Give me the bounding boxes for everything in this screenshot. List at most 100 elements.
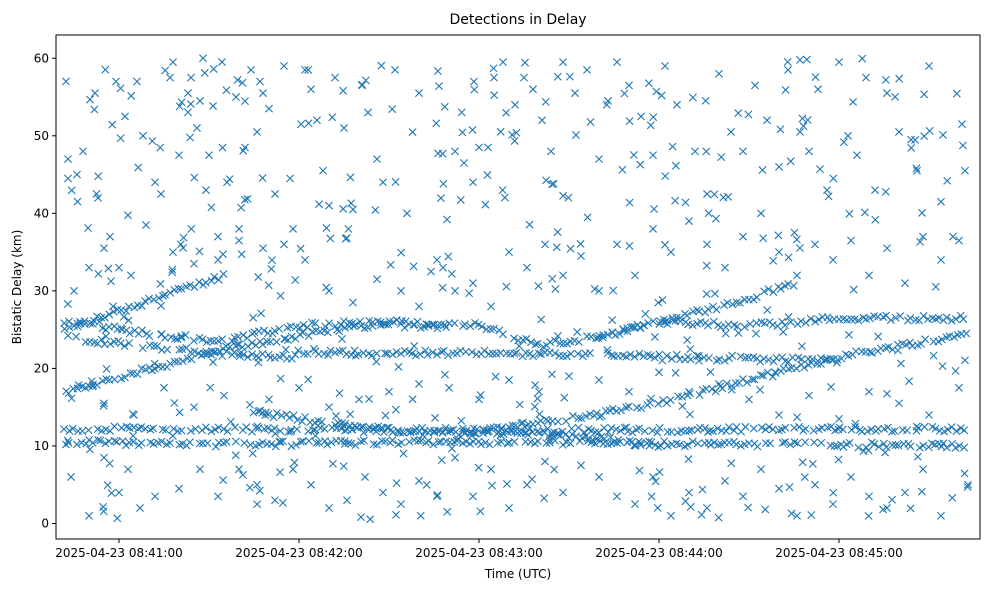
detection-marker [357,437,366,446]
detection-marker [628,428,637,437]
detection-marker [884,342,893,351]
detection-marker [399,449,408,458]
detection-marker [176,240,185,249]
detection-marker [409,262,418,271]
detection-marker [175,102,184,111]
detection-marker [276,374,285,383]
detection-marker [93,381,101,390]
detection-marker [799,122,808,131]
detection-marker [217,57,226,66]
detection-marker [814,315,823,324]
detection-marker [357,513,366,522]
detection-marker [937,255,945,264]
detection-marker [500,193,509,202]
detection-marker [161,290,170,299]
detection-marker [309,426,318,435]
detection-marker [528,475,537,484]
detection-marker [870,439,879,448]
detection-marker [802,55,811,64]
detection-marker [456,195,465,204]
detection-marker [377,423,386,432]
detection-marker [710,438,719,447]
detection-marker [736,352,745,361]
detection-marker [671,368,680,377]
detection-marker [307,480,315,489]
detection-marker [246,440,255,449]
detection-marker [234,332,243,341]
detection-marker [94,172,103,181]
detection-marker [780,321,789,330]
detection-marker [505,376,513,385]
detection-marker [760,319,769,328]
detection-marker [763,368,772,377]
detection-marker [433,67,442,76]
detection-marker [595,155,603,164]
detection-marker [938,362,947,371]
detection-marker [101,65,110,74]
detection-marker [559,191,568,200]
detection-marker [328,459,337,468]
y-tick-label: 60 [34,51,49,65]
detection-marker [80,319,89,328]
detection-marker [806,314,815,323]
detection-marker [219,425,228,434]
detection-marker [202,349,211,358]
detection-marker [548,274,557,283]
detection-marker [166,288,175,297]
detection-marker [678,402,687,411]
detection-marker [793,439,802,448]
detection-marker [700,424,709,433]
detection-marker [225,175,234,184]
detection-marker [645,437,654,446]
detection-marker [541,240,549,249]
detection-marker [647,438,656,447]
detection-marker [595,376,603,385]
detection-marker [556,339,565,348]
detection-marker [207,427,216,436]
detection-marker [248,449,257,458]
detection-marker [260,326,269,335]
detection-marker [533,394,542,403]
detection-marker [613,492,621,501]
detection-marker [256,77,264,86]
detection-marker [867,425,876,434]
detection-marker [650,353,659,362]
detection-marker [649,151,657,160]
detection-marker [392,316,401,325]
detection-marker [355,395,363,404]
detection-marker [776,284,785,293]
detection-marker [824,192,833,201]
detection-marker [685,488,693,497]
detection-marker [190,347,199,356]
detection-marker [122,307,131,316]
detection-marker [79,147,87,156]
detection-marker [128,410,137,418]
detection-marker [865,492,873,501]
detection-marker [196,96,204,105]
detection-marker [572,432,581,441]
detection-marker [811,73,820,82]
detection-marker [340,422,349,431]
detection-marker [295,323,304,332]
detection-marker [226,417,235,426]
detection-marker [63,436,72,445]
detection-marker [657,91,666,100]
detection-marker [304,119,313,128]
detection-marker [594,428,603,437]
detection-marker [515,400,524,409]
detection-marker [451,147,459,156]
detection-marker [551,336,560,345]
detection-marker [845,209,854,218]
detection-marker [440,320,449,329]
detection-marker [205,151,213,160]
x-tick-label: 2025-04-23 08:44:00 [595,546,722,560]
detection-marker [695,307,704,316]
detection-marker [857,347,866,356]
detection-marker [85,263,93,272]
detection-marker [655,467,664,476]
detection-marker [711,214,720,223]
detection-marker [919,311,928,320]
detection-marker [388,350,397,359]
detection-marker [487,465,495,474]
detection-marker [247,65,255,74]
